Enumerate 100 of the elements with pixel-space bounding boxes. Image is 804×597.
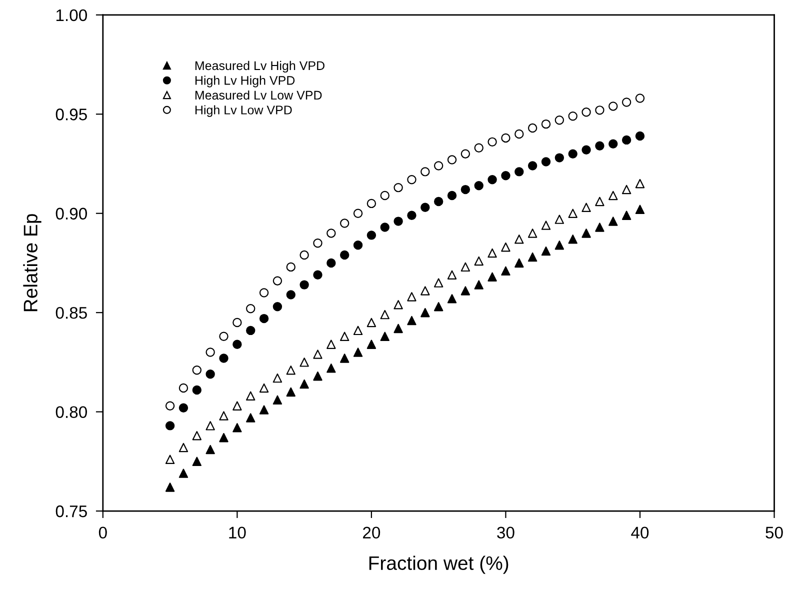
point [313,238,322,248]
x-tick-label: 20 [363,526,380,539]
point [246,413,256,422]
y-tick-label: 0.80 [56,406,87,418]
point [407,210,416,220]
point [474,280,484,290]
point [635,94,645,103]
point [460,184,470,194]
point [380,332,390,342]
point [460,149,470,158]
point [246,304,256,314]
point [528,123,538,133]
y-axis-title: Relative Ep [23,214,42,312]
point [528,161,538,170]
point [608,190,618,200]
point [528,252,538,262]
point [326,258,336,268]
point [340,354,350,363]
point [407,175,416,184]
point [232,401,242,410]
point [192,385,202,395]
point [595,196,604,206]
point [582,108,591,117]
point [353,348,363,357]
point [474,143,484,152]
point [272,373,282,383]
point [622,135,632,145]
point [206,348,215,357]
point [622,210,632,220]
point [232,318,242,328]
point [178,403,188,412]
point [420,167,430,176]
point [366,198,376,208]
y-tick-label: 0.95 [56,108,87,120]
point [608,139,618,149]
y-tick-label: 0.90 [56,208,87,220]
point [434,196,444,206]
point [608,216,618,226]
point [447,270,457,280]
point [326,228,336,238]
point [300,379,309,389]
y-tick-label: 0.85 [56,306,87,319]
x-tick-label: 10 [229,526,246,539]
x-axis-title: Fraction wet (%) [369,556,508,574]
point [300,250,309,260]
point [353,240,363,250]
point [447,190,457,200]
point [474,180,484,190]
point [340,218,350,228]
point [206,370,215,379]
point [514,129,524,139]
point [394,182,403,192]
point [420,286,430,296]
point [582,228,591,238]
point [259,405,269,414]
point [366,318,376,328]
point [568,149,578,158]
point [635,204,645,214]
point [554,214,564,224]
point [541,220,551,230]
point [286,366,296,375]
point [554,153,564,162]
x-tick-label: 0 [98,526,107,539]
x-tick-label: 50 [766,526,783,539]
point [501,133,510,143]
point [219,332,228,342]
point [447,294,457,304]
point [165,482,175,492]
point [206,444,215,454]
point [353,326,363,336]
point [353,208,363,218]
point [595,106,604,115]
point [541,157,551,166]
point [568,112,578,121]
point [568,234,578,244]
point [554,115,564,125]
point [165,454,175,464]
point [394,300,403,310]
point [286,387,296,397]
point [474,256,484,266]
point [246,391,256,401]
point [219,354,228,363]
point [568,208,578,218]
point [206,421,215,430]
point [272,276,282,286]
point [326,340,336,349]
point [380,222,390,232]
point [501,266,510,276]
legend-label: High Lv High VPD [195,76,295,88]
point [541,119,551,129]
point [380,310,390,320]
point [246,326,256,336]
y-tick-label: 1.00 [56,9,87,22]
point [192,431,202,440]
point [582,202,591,212]
point [192,366,202,375]
point [259,383,269,393]
point [488,175,497,184]
point [528,228,538,238]
point [272,395,282,405]
